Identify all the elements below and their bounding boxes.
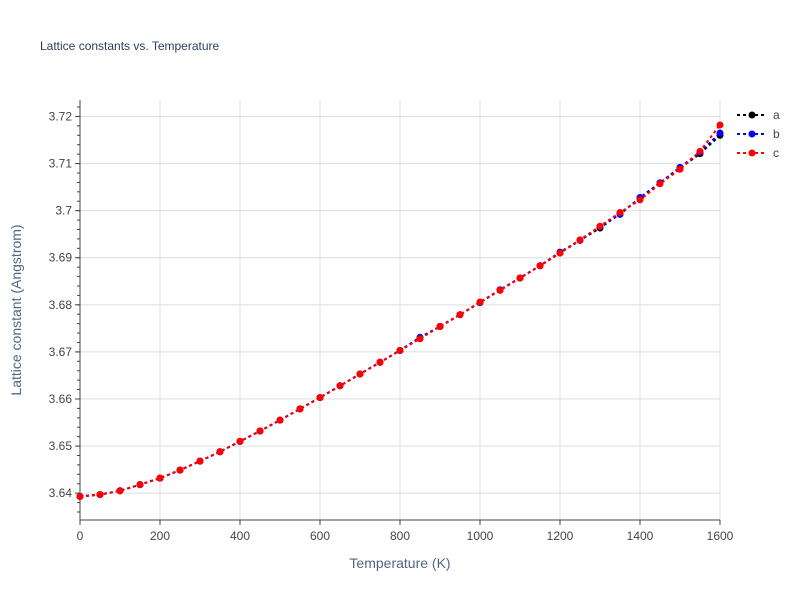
data-point-c: [496, 286, 504, 294]
legend-item-a: a: [737, 108, 780, 122]
data-point-c: [656, 180, 664, 188]
data-point-c: [636, 196, 644, 204]
y-tick-label: 3.67: [49, 345, 73, 359]
x-tick-label: 0: [77, 529, 84, 543]
data-point-c: [136, 481, 144, 489]
data-point-c: [456, 311, 464, 319]
y-tick-label: 3.71: [49, 157, 73, 171]
legend-swatch-marker: [748, 130, 756, 138]
data-point-c: [236, 437, 244, 445]
data-point-c: [316, 394, 324, 402]
y-tick-label: 3.66: [49, 392, 73, 406]
x-tick-label: 1400: [627, 529, 654, 543]
data-point-c: [696, 147, 704, 155]
legend-swatch-marker: [748, 149, 756, 157]
data-point-c: [296, 405, 304, 413]
data-point-c: [216, 448, 224, 456]
chart-title: Lattice constants vs. Temperature: [40, 39, 220, 53]
data-point-c: [716, 121, 724, 129]
x-tick-label: 800: [390, 529, 410, 543]
x-tick-label: 600: [310, 529, 330, 543]
x-tick-label: 1200: [547, 529, 574, 543]
y-tick-label: 3.69: [49, 251, 73, 265]
legend-label: c: [773, 146, 779, 160]
data-point-c: [416, 335, 424, 343]
data-point-c: [536, 262, 544, 270]
legend-label: b: [773, 127, 780, 141]
data-point-c: [476, 298, 484, 306]
data-point-c: [336, 382, 344, 390]
data-point-c: [196, 457, 204, 465]
data-point-c: [676, 165, 684, 173]
legend-item-c: c: [737, 146, 779, 160]
x-tick-label: 400: [230, 529, 250, 543]
data-point-c: [616, 209, 624, 217]
legend-swatch-marker: [748, 111, 756, 119]
data-point-c: [436, 322, 444, 330]
data-point-c: [376, 358, 384, 366]
data-point-c: [516, 274, 524, 282]
y-tick-label: 3.72: [49, 109, 73, 123]
data-point-c: [276, 416, 284, 424]
data-point-c: [116, 487, 124, 495]
y-axis-title: Lattice constant (Angstrom): [8, 224, 24, 395]
data-point-c: [256, 427, 264, 435]
y-tick-label: 3.68: [49, 298, 73, 312]
y-tick-label: 3.64: [49, 486, 73, 500]
data-point-c: [596, 222, 604, 230]
data-point-c: [76, 492, 84, 500]
series-layer: [76, 121, 724, 500]
legend-label: a: [773, 108, 780, 122]
data-point-c: [396, 346, 404, 354]
data-point-c: [576, 236, 584, 244]
data-point-c: [176, 466, 184, 474]
ticks-layer: 0 200 400 600 800 1000 1200 1400 1600 3.64 3.65 3.6…: [49, 106, 734, 543]
data-point-c: [556, 249, 564, 257]
data-point-c: [96, 491, 104, 499]
x-tick-label: 200: [150, 529, 170, 543]
x-tick-label: 1600: [707, 529, 734, 543]
x-axis-title: Temperature (K): [349, 555, 450, 571]
y-tick-label: 3.65: [49, 439, 73, 453]
legend-item-b: b: [737, 127, 780, 141]
grid-layer: [80, 100, 721, 520]
x-tick-label: 1000: [467, 529, 494, 543]
series-c: [76, 121, 724, 500]
data-point-c: [156, 474, 164, 482]
data-point-b: [716, 129, 724, 137]
y-tick-label: 3.7: [55, 204, 72, 218]
legend: abc: [737, 108, 780, 160]
data-point-c: [356, 370, 364, 378]
